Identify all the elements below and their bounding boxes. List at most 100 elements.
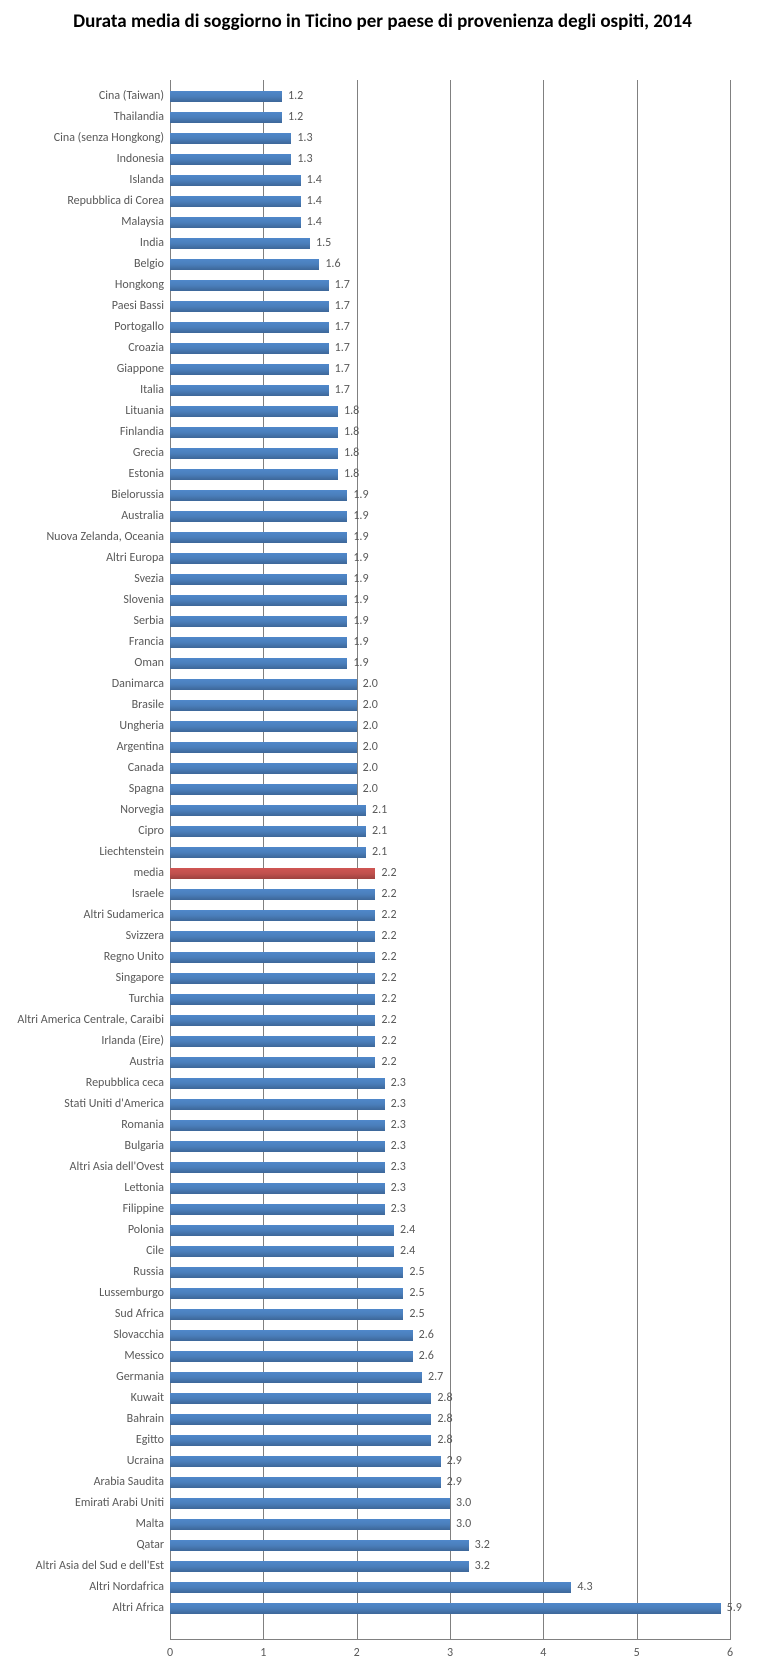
value-label: 2.2 [375,1031,396,1052]
value-label: 2.2 [375,905,396,926]
value-label: 1.9 [347,548,368,569]
bar [170,1477,441,1488]
bar-highlight [170,868,375,879]
category-label: Australia [0,506,170,527]
bar-row: Regno Unito2.2 [170,947,730,968]
bar [170,742,357,753]
bar-row: Norvegia2.1 [170,800,730,821]
category-label: Danimarca [0,674,170,695]
x-tick-label: 1 [243,1646,283,1660]
bar [170,1330,413,1341]
bar-row: Cina (Taiwan)1.2 [170,86,730,107]
bar [170,1099,385,1110]
bar-row: Cipro2.1 [170,821,730,842]
gridline [730,80,731,1640]
value-label: 2.2 [375,926,396,947]
value-label: 4.3 [571,1577,592,1598]
plot-area: 0123456Cina (Taiwan)1.2Thailandia1.2Cina… [170,80,730,1640]
category-label: Altri Asia dell'Ovest [0,1157,170,1178]
value-label: 2.5 [403,1304,424,1325]
value-label: 2.4 [394,1241,415,1262]
bar-row: Grecia1.8 [170,443,730,464]
category-label: Regno Unito [0,947,170,968]
bar [170,448,338,459]
bar [170,133,291,144]
category-label: Thailandia [0,107,170,128]
value-label: 3.2 [469,1556,490,1577]
category-label: Austria [0,1052,170,1073]
bar [170,238,310,249]
bar-row: Australia1.9 [170,506,730,527]
bar [170,1414,431,1425]
bar [170,553,347,564]
value-label: 1.2 [282,107,303,128]
bar-row: Danimarca2.0 [170,674,730,695]
value-label: 2.1 [366,821,387,842]
bar [170,994,375,1005]
value-label: 2.6 [413,1325,434,1346]
bar [170,112,282,123]
value-label: 1.9 [347,632,368,653]
value-label: 2.0 [357,737,378,758]
value-label: 2.8 [431,1409,452,1430]
category-label: Svizzera [0,926,170,947]
bar-row: Altri Sudamerica2.2 [170,905,730,926]
x-tick-label: 2 [337,1646,377,1660]
value-label: 2.6 [413,1346,434,1367]
value-label: 1.3 [291,128,312,149]
category-label: Polonia [0,1220,170,1241]
bar [170,1141,385,1152]
category-label: Spagna [0,779,170,800]
x-tick-label: 3 [430,1646,470,1660]
bar-row: Paesi Bassi1.7 [170,296,730,317]
bar-row: Portogallo1.7 [170,317,730,338]
category-label: Paesi Bassi [0,296,170,317]
value-label: 1.7 [329,338,350,359]
bar-row: Emirati Arabi Uniti3.0 [170,1493,730,1514]
value-label: 1.9 [347,611,368,632]
category-label: Ungheria [0,716,170,737]
category-label: Hongkong [0,275,170,296]
bar [170,1288,403,1299]
bar-row: Turchia2.2 [170,989,730,1010]
category-label: Repubblica ceca [0,1073,170,1094]
bar [170,1372,422,1383]
bar-row: Italia1.7 [170,380,730,401]
value-label: 1.7 [329,359,350,380]
bar-row: Bulgaria2.3 [170,1136,730,1157]
category-label: Lettonia [0,1178,170,1199]
chart-title: Durata media di soggiorno in Ticino per … [0,10,765,34]
category-label: Qatar [0,1535,170,1556]
category-label: Cina (Taiwan) [0,86,170,107]
category-label: Islanda [0,170,170,191]
value-label: 1.4 [301,170,322,191]
bar [170,301,329,312]
bar [170,1057,375,1068]
value-label: 1.7 [329,296,350,317]
bar-row: Liechtenstein2.1 [170,842,730,863]
bar-row: Filippine2.3 [170,1199,730,1220]
bar [170,1582,571,1593]
bar-row: Ungheria2.0 [170,716,730,737]
category-label: Ucraina [0,1451,170,1472]
category-label: Belgio [0,254,170,275]
bar-row: Romania2.3 [170,1115,730,1136]
bar-row: Israele2.2 [170,884,730,905]
bar [170,700,357,711]
bar [170,889,375,900]
bar [170,259,319,270]
bar-row: Bahrain2.8 [170,1409,730,1430]
bar-row: Lituania1.8 [170,401,730,422]
category-label: Lussemburgo [0,1283,170,1304]
bar [170,364,329,375]
x-tick-label: 5 [617,1646,657,1660]
value-label: 2.7 [422,1367,443,1388]
x-tick-label: 4 [523,1646,563,1660]
bar [170,826,366,837]
category-label: Croazia [0,338,170,359]
category-label: Bulgaria [0,1136,170,1157]
value-label: 1.9 [347,653,368,674]
value-label: 2.0 [357,779,378,800]
bar [170,658,347,669]
bar-row: Islanda1.4 [170,170,730,191]
